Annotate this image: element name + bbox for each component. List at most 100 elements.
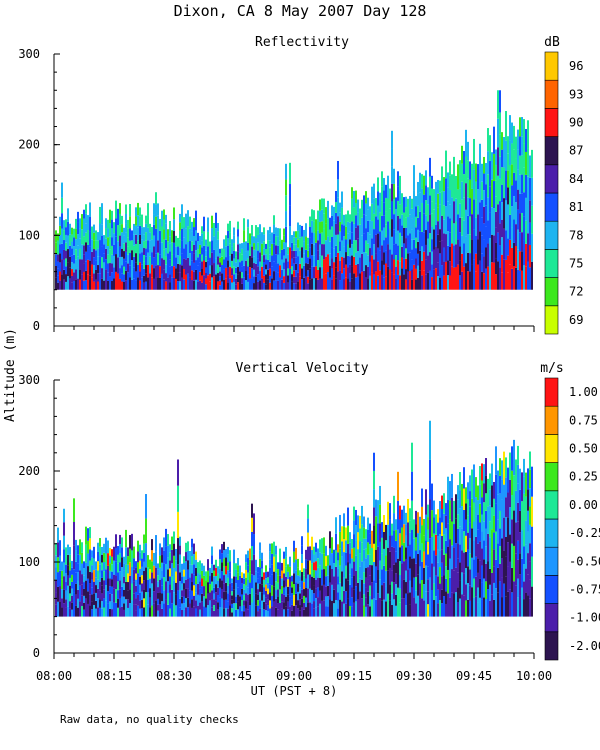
heatmap-cell bbox=[95, 608, 97, 617]
heatmap-cell bbox=[455, 592, 457, 617]
heatmap-cell bbox=[325, 256, 327, 274]
heatmap-cell bbox=[135, 561, 137, 568]
heatmap-cell bbox=[167, 581, 169, 594]
heatmap-cell bbox=[501, 499, 503, 519]
heatmap-cell bbox=[323, 553, 325, 570]
heatmap-cell bbox=[491, 551, 493, 573]
heatmap-cell bbox=[103, 589, 105, 599]
colorbar-tick-label: 0.00 bbox=[569, 498, 598, 512]
heatmap-cell bbox=[315, 230, 317, 243]
heatmap-cell bbox=[231, 239, 233, 247]
heatmap-cell bbox=[429, 176, 431, 196]
heatmap-cell bbox=[145, 232, 147, 241]
heatmap-column bbox=[59, 540, 61, 617]
heatmap-cell bbox=[499, 475, 501, 494]
heatmap-cell bbox=[377, 523, 379, 547]
heatmap-cell bbox=[219, 280, 221, 286]
heatmap-cell bbox=[283, 602, 285, 610]
heatmap-cell bbox=[519, 553, 521, 575]
heatmap-cell bbox=[451, 243, 453, 267]
heatmap-cell bbox=[419, 599, 421, 617]
heatmap-cell bbox=[395, 243, 397, 256]
heatmap-cell bbox=[299, 276, 301, 290]
heatmap-column bbox=[419, 516, 421, 617]
heatmap-cell bbox=[205, 598, 207, 608]
heatmap-cell bbox=[67, 554, 69, 566]
heatmap-cell bbox=[145, 273, 147, 282]
heatmap-cell bbox=[493, 582, 495, 600]
heatmap-column bbox=[225, 549, 227, 617]
heatmap-cell bbox=[517, 464, 519, 484]
heatmap-cell bbox=[365, 587, 367, 598]
heatmap-cell bbox=[231, 282, 233, 290]
heatmap-cell bbox=[459, 160, 461, 175]
heatmap-cell bbox=[137, 277, 139, 290]
heatmap-cell bbox=[417, 553, 419, 575]
heatmap-column bbox=[281, 239, 283, 290]
heatmap-cell bbox=[431, 589, 433, 617]
heatmap-cell bbox=[317, 558, 319, 568]
heatmap-column bbox=[143, 227, 145, 290]
heatmap-column bbox=[165, 214, 167, 290]
heatmap-cell bbox=[503, 451, 505, 485]
heatmap-cell bbox=[73, 592, 75, 617]
heatmap-cell bbox=[69, 608, 71, 617]
heatmap-cell bbox=[183, 562, 185, 570]
heatmap-cell bbox=[349, 542, 351, 554]
heatmap-cell bbox=[67, 262, 69, 277]
heatmap-cell bbox=[381, 569, 383, 586]
heatmap-cell bbox=[241, 272, 243, 279]
heatmap-cell bbox=[175, 268, 177, 279]
heatmap-cell bbox=[285, 576, 287, 587]
heatmap-cell bbox=[191, 538, 193, 548]
heatmap-cell bbox=[241, 577, 243, 584]
heatmap-cell bbox=[319, 565, 321, 578]
heatmap-cell bbox=[481, 217, 483, 236]
heatmap-cell bbox=[337, 216, 339, 235]
heatmap-cell bbox=[503, 517, 505, 551]
heatmap-cell bbox=[379, 485, 381, 505]
heatmap-cell bbox=[171, 254, 173, 266]
heatmap-cell bbox=[331, 258, 333, 269]
heatmap-cell bbox=[223, 279, 225, 290]
heatmap-cell bbox=[529, 177, 531, 201]
heatmap-cell bbox=[97, 281, 99, 290]
heatmap-cell bbox=[83, 271, 85, 281]
heatmap-cell bbox=[439, 241, 441, 254]
heatmap-cell bbox=[143, 598, 145, 608]
heatmap-cell bbox=[487, 589, 489, 617]
heatmap-cell bbox=[199, 602, 201, 610]
heatmap-cell bbox=[355, 540, 357, 556]
heatmap-cell bbox=[91, 277, 93, 290]
heatmap-cell bbox=[211, 564, 213, 573]
heatmap-cell bbox=[483, 578, 485, 598]
heatmap-column bbox=[205, 239, 207, 290]
heatmap-cell bbox=[261, 592, 263, 601]
heatmap-cell bbox=[333, 275, 335, 290]
heatmap-cell bbox=[405, 258, 407, 270]
heatmap-cell bbox=[357, 549, 359, 566]
heatmap-cell bbox=[121, 273, 123, 282]
heatmap-cell bbox=[529, 598, 531, 617]
heatmap-cell bbox=[111, 571, 113, 580]
heatmap-cell bbox=[525, 174, 527, 198]
heatmap-cell bbox=[503, 550, 505, 584]
heatmap-cell bbox=[325, 566, 327, 577]
heatmap-cell bbox=[437, 509, 439, 523]
heatmap-cell bbox=[393, 495, 395, 514]
heatmap-cell bbox=[229, 266, 231, 279]
heatmap-cell bbox=[209, 567, 211, 577]
heatmap-cell bbox=[477, 239, 479, 265]
heatmap-cell bbox=[523, 528, 525, 547]
heatmap-cell bbox=[131, 279, 133, 290]
colorbar-swatch bbox=[544, 631, 559, 661]
heatmap-cell bbox=[193, 227, 195, 237]
heatmap-cell bbox=[83, 263, 85, 272]
heatmap-cell bbox=[293, 257, 295, 264]
heatmap-cell bbox=[301, 545, 303, 555]
heatmap-cell bbox=[377, 205, 379, 220]
heatmap-cell bbox=[373, 507, 375, 526]
heatmap-cell bbox=[311, 550, 313, 564]
heatmap-cell bbox=[157, 598, 159, 605]
heatmap-column bbox=[451, 174, 453, 290]
